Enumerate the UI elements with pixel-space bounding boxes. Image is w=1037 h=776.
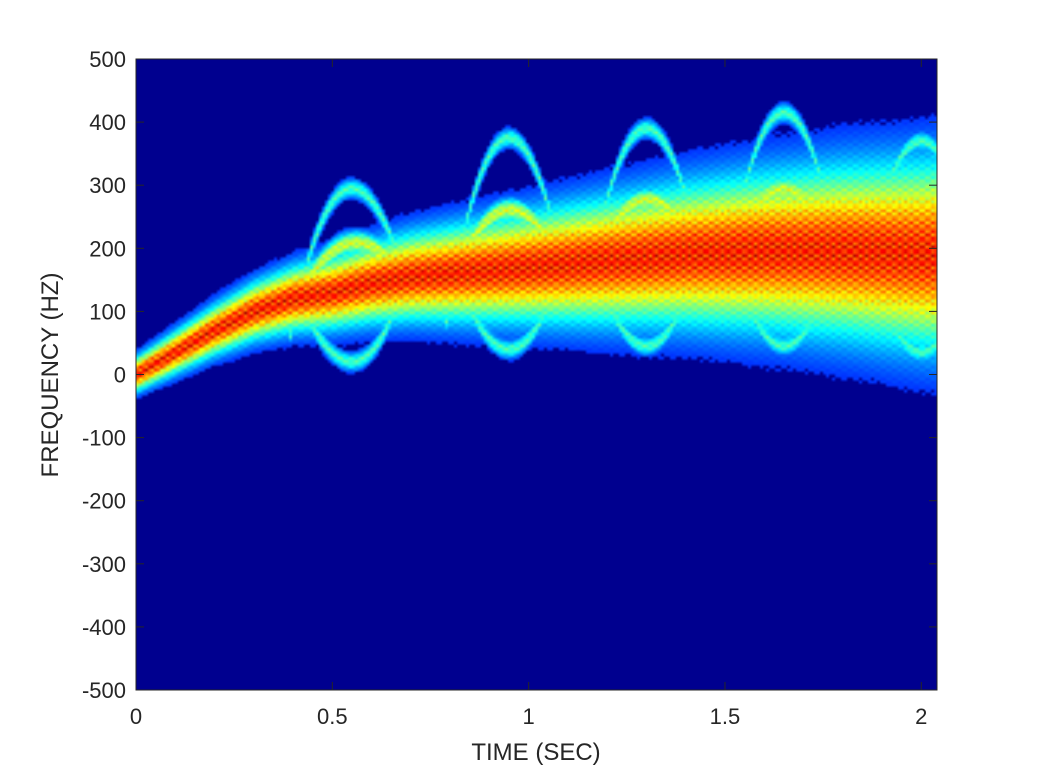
x-axis-label: TIME (SEC)	[471, 739, 600, 766]
y-tick-label: 100	[89, 299, 126, 324]
y-tick-label: 500	[89, 47, 126, 72]
heatmap-image	[136, 59, 937, 690]
y-tick-label: 0	[114, 363, 126, 388]
x-tick-label: 0.5	[317, 704, 348, 729]
y-tick-label: -300	[82, 552, 126, 577]
y-tick-label: -100	[82, 426, 126, 451]
y-axis: 500 400 300 200 100 0 -100 -200 -300 -400 -500	[82, 47, 937, 703]
y-tick-label: 200	[89, 236, 126, 261]
y-tick-label: 300	[89, 173, 126, 198]
x-axis: 0 0.5 1 1.5 2	[130, 59, 927, 729]
y-tick-label: -200	[82, 489, 126, 514]
y-tick-label: 400	[89, 110, 126, 135]
y-tick-label: -500	[82, 678, 126, 703]
heatmap-layer	[136, 59, 937, 690]
y-axis-label: FREQUENCY (HZ)	[37, 273, 64, 478]
x-tick-label: 1.5	[710, 704, 741, 729]
y-tick-label: -400	[82, 615, 126, 640]
x-tick-label: 1	[523, 704, 535, 729]
x-tick-label: 0	[130, 704, 142, 729]
x-tick-label: 2	[915, 704, 927, 729]
